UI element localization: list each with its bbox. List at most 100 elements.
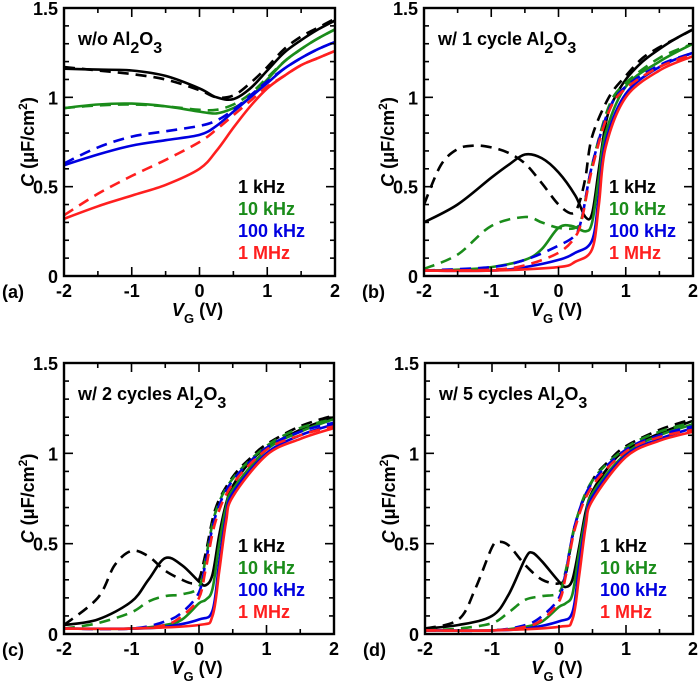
legend-item-100khz: 100 kHz: [609, 221, 676, 241]
x-tick-label: -2: [417, 639, 433, 659]
series-line-100khz-dashed: [424, 51, 693, 272]
series-line-1mhz-solid: [425, 430, 693, 632]
series-group: [424, 28, 693, 273]
series-line-1mhz-solid: [424, 54, 693, 273]
panel-label: (c): [2, 640, 24, 660]
panel-label: (a): [2, 282, 24, 302]
x-tick-label: -2: [56, 639, 72, 659]
plot-frame: [62, 361, 336, 636]
y-tick-label: 1.5: [33, 354, 58, 374]
panel-title: w/ 2 cycles Al2O3: [77, 384, 226, 412]
series-line-1khz-dashed: [64, 414, 334, 627]
y-tick-label: 0: [48, 625, 58, 645]
y-tick-label: 0.5: [33, 535, 58, 555]
series-line-100khz-dashed: [64, 40, 335, 165]
legend-item-100khz: 100 kHz: [238, 580, 305, 600]
x-tick-label: 0: [553, 281, 563, 301]
panel-c: -2 -1 0 1 2 0 0.5 1 1.5 VG (V) C (μF/cm2) (c) w/ 2 c…: [2, 354, 339, 684]
x-tick-label: -1: [123, 639, 139, 659]
x-tick-label: 2: [329, 639, 339, 659]
x-tick-label: 1: [621, 281, 631, 301]
legend-item-100khz: 100 kHz: [238, 221, 305, 241]
y-axis-label: C (μF/cm2): [16, 454, 38, 544]
series-line-1mhz-dashed: [64, 424, 334, 631]
series-line-1khz-dashed: [424, 28, 693, 215]
x-tick-label: 0: [194, 281, 204, 301]
y-tick-label: 0.5: [393, 178, 418, 198]
y-tick-label: 1: [48, 444, 58, 464]
legend-item-10khz: 10 kHz: [600, 558, 657, 578]
panel-title: w/ 5 cycles Al2O3: [438, 384, 587, 412]
panel-title: w/ 1 cycle Al2O3: [437, 29, 576, 57]
y-tick-label: 1: [409, 444, 419, 464]
x-tick-label: 1: [261, 639, 271, 659]
series-line-10khz-dashed: [425, 421, 693, 632]
x-axis-label: VG (V): [171, 658, 222, 684]
legend-item-1khz: 1 kHz: [609, 177, 656, 197]
x-tick-label: 0: [554, 639, 564, 659]
legend-item-100khz: 100 kHz: [600, 580, 667, 600]
panel-a: -2 -1 0 1 2 0 0.5 1 1.5 VG (V) C (μF/cm2) (a) w/o Al…: [2, 0, 340, 326]
legend-item-1khz: 1 kHz: [238, 177, 285, 197]
series-line-1mhz-dashed: [425, 428, 693, 632]
legend-item-1mhz: 1 MHz: [600, 602, 652, 622]
series-line-1khz-solid: [424, 28, 693, 224]
x-tick-label: 2: [330, 281, 340, 301]
series-line-10khz-dashed: [64, 28, 335, 112]
y-tick-label: 1.5: [394, 354, 419, 374]
y-tick-label: 0: [408, 267, 418, 287]
legend-item-1mhz: 1 MHz: [238, 602, 290, 622]
plot-frame: [422, 6, 695, 278]
series-line-10khz-dashed: [424, 42, 693, 271]
y-tick-label: 0: [48, 267, 58, 287]
panel-b: -2 -1 0 1 2 0 0.5 1 1.5 VG (V) C (μF/cm2) (b) w/ 1 c…: [362, 0, 698, 326]
panel-label: (d): [363, 640, 386, 660]
legend-item-10khz: 10 kHz: [238, 199, 295, 219]
x-axis-label: VG (V): [531, 658, 582, 684]
x-tick-label: -1: [124, 281, 140, 301]
panel-label: (b): [362, 282, 385, 302]
x-tick-label: 2: [688, 639, 698, 659]
x-tick-label: 1: [262, 281, 272, 301]
series-line-1khz-solid: [64, 19, 335, 102]
series-line-1mhz-solid: [64, 426, 334, 631]
x-tick-label: -1: [483, 281, 499, 301]
series-line-1khz-dashed: [425, 417, 693, 630]
series-line-100khz-dashed: [64, 421, 334, 631]
series-group: [64, 17, 335, 221]
y-axis-label: C (μF/cm2): [16, 97, 38, 187]
x-tick-label: 0: [194, 639, 204, 659]
series-group: [64, 414, 334, 631]
panel-title: w/o Al2O3: [77, 29, 162, 57]
y-tick-label: 1.5: [33, 0, 58, 19]
plot-frame: [62, 6, 337, 278]
x-tick-label: 2: [688, 281, 698, 301]
y-tick-label: 0: [409, 625, 419, 645]
y-axis-label: C (μF/cm2): [376, 97, 398, 187]
x-axis-label: VG (V): [531, 300, 582, 326]
series-line-100khz-solid: [64, 40, 335, 167]
x-tick-label: -1: [484, 639, 500, 659]
legend-item-10khz: 10 kHz: [238, 558, 295, 578]
legend-item-1mhz: 1 MHz: [609, 243, 661, 263]
x-axis-label: VG (V): [172, 300, 223, 326]
legend-item-1khz: 1 kHz: [600, 536, 647, 556]
legend-item-10khz: 10 kHz: [609, 199, 666, 219]
series-group: [425, 417, 693, 633]
x-tick-label: 1: [621, 639, 631, 659]
series-line-1mhz-dashed: [64, 49, 335, 217]
legend-item-1khz: 1 kHz: [238, 536, 285, 556]
series-line-1mhz-solid: [64, 49, 335, 221]
y-tick-label: 1: [48, 88, 58, 108]
x-tick-label: -2: [56, 281, 72, 301]
plot-frame: [423, 361, 695, 636]
y-tick-label: 1: [408, 88, 418, 108]
y-tick-label: 0.5: [394, 535, 419, 555]
legend-item-1mhz: 1 MHz: [238, 243, 290, 263]
y-tick-label: 0.5: [33, 178, 58, 198]
